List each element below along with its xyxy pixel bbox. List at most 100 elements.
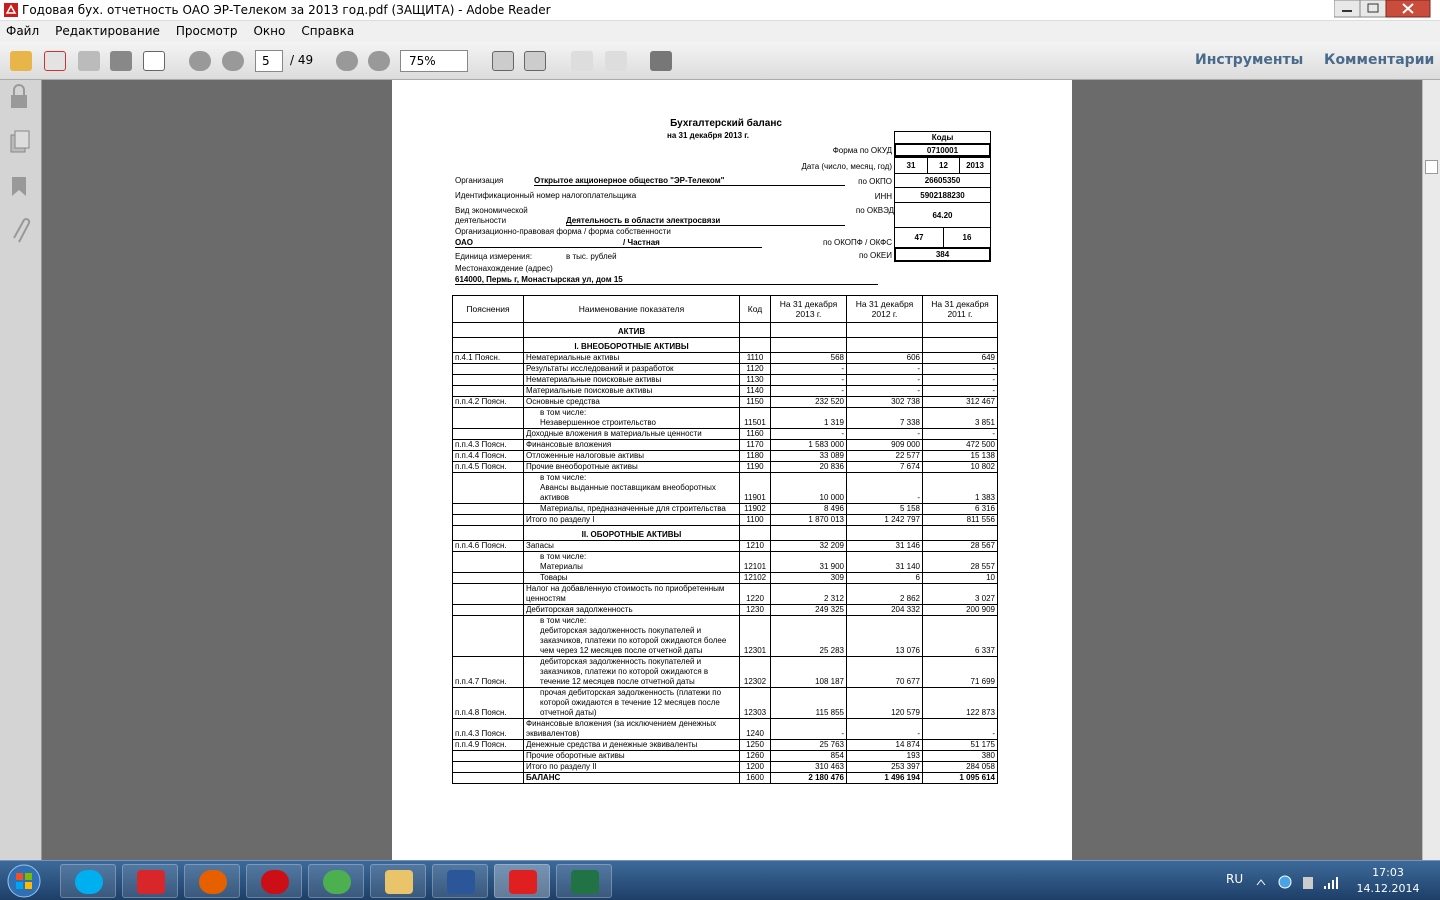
- okved-code: 64.20: [894, 202, 991, 228]
- table-row: в том числе: Авансы выданные поставщикам …: [452, 472, 998, 504]
- reader-task[interactable]: [494, 864, 550, 898]
- menu-item[interactable]: Просмотр: [175, 24, 238, 38]
- note-cell: [452, 572, 524, 584]
- activity-label: Вид экономической деятельности: [455, 206, 528, 225]
- create-button[interactable]: [44, 51, 66, 71]
- table-row: Материалы, предназначенные для строитель…: [452, 503, 998, 515]
- org-name: Открытое акционерное общество "ЭР-Телеко…: [534, 176, 845, 186]
- value-cell: 1 242 797: [846, 514, 923, 526]
- window-controls[interactable]: [1334, 0, 1434, 18]
- zoom-select[interactable]: 75%: [400, 50, 468, 72]
- tools-button[interactable]: Инструменты: [1195, 52, 1304, 68]
- value-cell: 15 138: [922, 450, 998, 462]
- value-cell: 811 556: [922, 514, 998, 526]
- print-button[interactable]: [110, 51, 132, 71]
- side-icons: [10, 84, 31, 243]
- column-header: Код: [739, 295, 771, 323]
- value-cell: -: [770, 374, 847, 386]
- fit-width-button[interactable]: [492, 51, 514, 71]
- value-cell: -: [922, 363, 998, 375]
- zoom-out-button[interactable]: [336, 51, 358, 71]
- note-cell: [452, 407, 524, 429]
- skype-task[interactable]: [60, 864, 116, 898]
- note-cell: [452, 514, 524, 526]
- table-row: I. ВНЕОБОРОТНЫЕ АКТИВЫ: [452, 337, 998, 353]
- firefox-task[interactable]: [184, 864, 240, 898]
- fullscreen-button[interactable]: [650, 51, 672, 71]
- table-row: п.п.4.8 Поясн. прочая дебиторская задолже…: [452, 687, 998, 719]
- name-cell: Материалы, предназначенные для строитель…: [523, 503, 740, 515]
- value-cell: -: [922, 718, 998, 740]
- note-cell: [452, 604, 524, 616]
- menu-item[interactable]: Окно: [253, 24, 286, 38]
- row-name: БАЛАНС: [526, 773, 561, 782]
- scrollbar[interactable]: [1422, 80, 1440, 860]
- row-name: Итого по разделу I: [526, 515, 595, 524]
- code-cell: 1220: [739, 583, 771, 605]
- value-cell: 380: [922, 750, 998, 762]
- empty-cell: [770, 525, 847, 541]
- code-cell: 1110: [739, 352, 771, 364]
- code-cell: 1120: [739, 363, 771, 375]
- note-cell: п.п.4.4 Поясн.: [452, 450, 524, 462]
- empty-cell: [770, 322, 847, 338]
- org-label: Организация: [455, 176, 504, 185]
- table-row: п.п.4.5 Поясн. Прочие внеоборотные активы…: [452, 461, 998, 473]
- inn-code: 5902188230: [894, 187, 991, 203]
- note-cell: [452, 615, 524, 657]
- zoom-in-button[interactable]: [368, 51, 390, 71]
- language[interactable]: RU: [1226, 872, 1244, 886]
- row-name: Товары: [540, 573, 568, 582]
- value-cell: 1 383: [922, 472, 998, 504]
- row-name: Прочие оборотные активы: [526, 751, 625, 760]
- start-button[interactable]: [6, 863, 42, 899]
- prev-page-button[interactable]: [189, 51, 211, 71]
- value-cell: 2 862: [846, 583, 923, 605]
- chrome-task[interactable]: [308, 864, 364, 898]
- app-task[interactable]: [122, 864, 178, 898]
- explorer-task[interactable]: [370, 864, 426, 898]
- value-cell: -: [770, 363, 847, 375]
- open-button[interactable]: [10, 51, 32, 71]
- note-cell: [452, 503, 524, 515]
- comments-button[interactable]: Комментарии: [1324, 52, 1435, 68]
- value-cell: -: [922, 385, 998, 397]
- value-cell: 312 467: [922, 396, 998, 408]
- name-cell: в том числе: Незавершенное строительство: [523, 407, 740, 429]
- row-name: Материалы: [540, 562, 583, 571]
- name-cell: прочая дебиторская задолженность (платеж…: [523, 687, 740, 719]
- fit-page-button[interactable]: [524, 51, 546, 71]
- column-header: Наименование показателя: [523, 295, 740, 323]
- next-page-button[interactable]: [222, 51, 244, 71]
- excel-task[interactable]: [556, 864, 612, 898]
- value-cell: 31 900: [770, 551, 847, 573]
- code-cell: 12102: [739, 572, 771, 584]
- email-button[interactable]: [143, 51, 165, 71]
- menu-item[interactable]: Файл: [6, 24, 40, 38]
- empty-cell: [739, 525, 771, 541]
- comment-button[interactable]: [571, 51, 593, 71]
- menu-item[interactable]: Справка: [301, 24, 355, 38]
- value-cell: 10: [922, 572, 998, 584]
- menu-item[interactable]: Редактирование: [55, 24, 160, 38]
- sign-button[interactable]: [605, 51, 627, 71]
- page-input[interactable]: 5: [255, 50, 283, 72]
- subheading: в том числе:: [540, 552, 587, 561]
- code-cell: 11901: [739, 472, 771, 504]
- value-cell: 28 557: [922, 551, 998, 573]
- unit: в тыс. рублей: [566, 252, 617, 261]
- note-cell: [452, 385, 524, 397]
- opera-task[interactable]: [246, 864, 302, 898]
- empty-cell: [846, 322, 923, 338]
- address-label: Местонахождение (адрес): [455, 264, 553, 273]
- row-name: дебиторская задолженность покупателей и …: [540, 657, 709, 686]
- pdf-page: Бухгалтерский баланс на 31 декабря 2013 …: [392, 80, 1072, 860]
- table-row: Товары 12102 309 6 10: [452, 572, 998, 584]
- row-name: Финансовые вложения: [526, 440, 612, 449]
- value-cell: 1 319: [770, 407, 847, 429]
- save-button[interactable]: [78, 51, 100, 71]
- word-task[interactable]: [432, 864, 488, 898]
- value-cell: 22 577: [846, 450, 923, 462]
- name-cell: Прочие внеоборотные активы: [523, 461, 740, 473]
